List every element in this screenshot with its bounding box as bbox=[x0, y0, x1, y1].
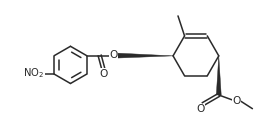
Text: O: O bbox=[232, 96, 240, 106]
Text: NO$_2$: NO$_2$ bbox=[23, 66, 44, 80]
Text: O: O bbox=[109, 50, 118, 60]
Text: O: O bbox=[196, 104, 205, 114]
Polygon shape bbox=[216, 56, 221, 95]
Text: O: O bbox=[100, 69, 108, 79]
Polygon shape bbox=[117, 53, 173, 58]
